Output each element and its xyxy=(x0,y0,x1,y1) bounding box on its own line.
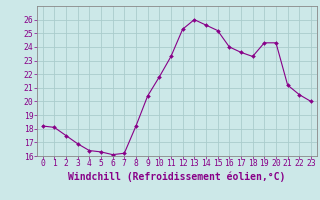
X-axis label: Windchill (Refroidissement éolien,°C): Windchill (Refroidissement éolien,°C) xyxy=(68,171,285,182)
